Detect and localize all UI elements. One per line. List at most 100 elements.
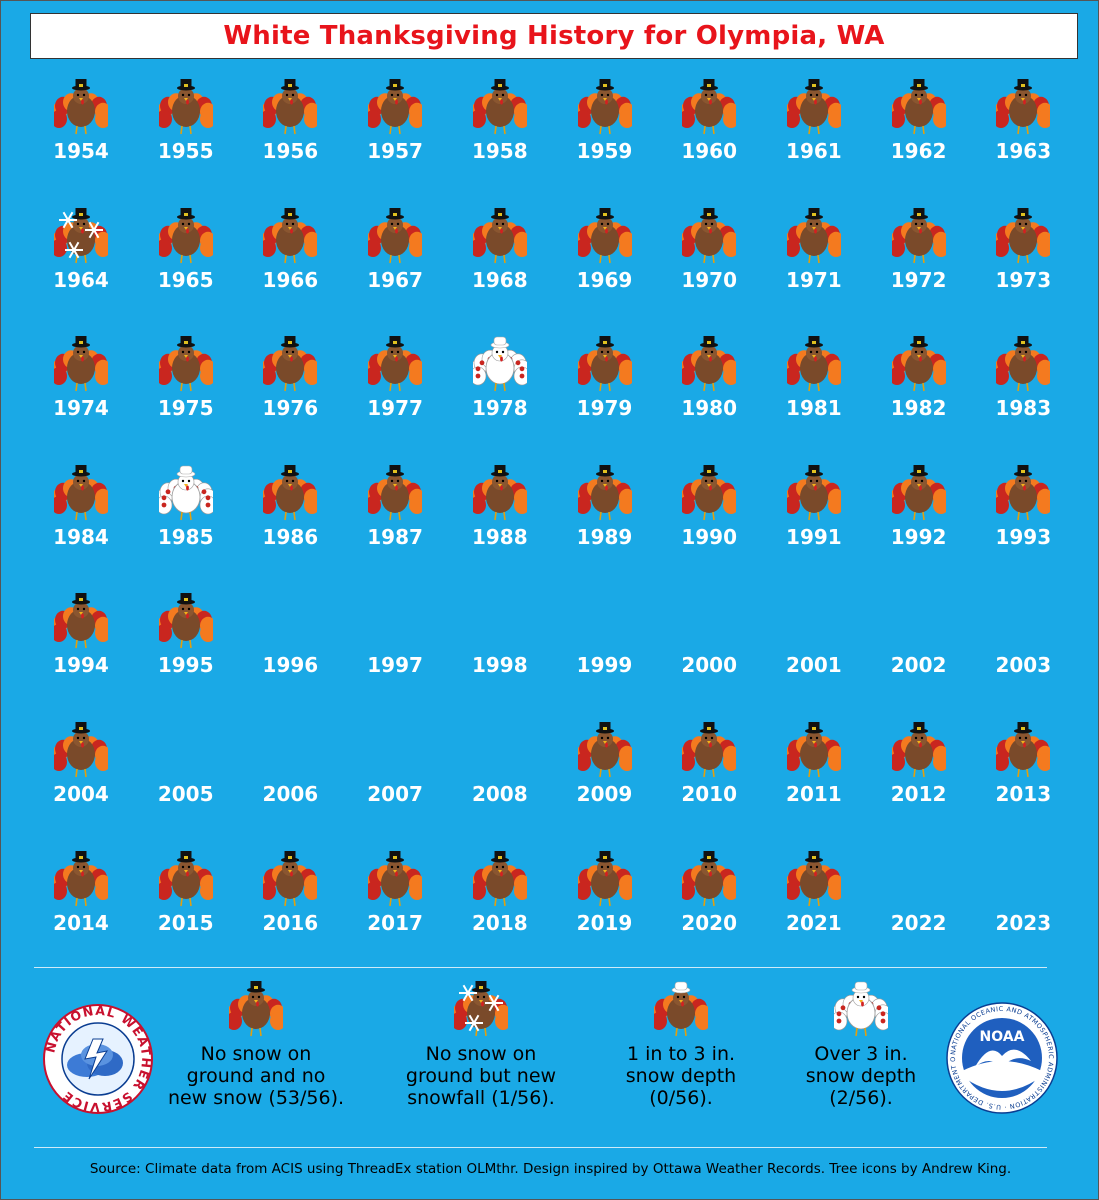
- year-cell: 2003: [971, 585, 1075, 713]
- noaa-logo: NOAA NATIONAL OCEANIC AND ATMOSPHERIC AD…: [945, 1001, 1058, 1114]
- turkey-icon: [54, 79, 108, 135]
- turkey-icon: [158, 593, 213, 649]
- year-label: 2005: [157, 782, 214, 806]
- year-cell: 2018: [448, 843, 552, 971]
- year-label: 1961: [786, 139, 842, 163]
- year-label: 2021: [786, 910, 842, 935]
- year-label: 1974: [53, 396, 109, 421]
- year-cell: 1970: [657, 200, 761, 328]
- year-cell: 1960: [657, 71, 761, 199]
- year-cell: 1966: [238, 200, 342, 328]
- year-cell: 2001: [762, 585, 866, 713]
- year-label: 2015: [157, 910, 214, 935]
- turkey-icon: [891, 464, 946, 520]
- year-label: 1978: [471, 396, 528, 421]
- legend-text-line: new snow (53/56).: [167, 1087, 345, 1109]
- divider-bottom: [34, 1147, 1047, 1148]
- year-cell: 1974: [29, 328, 133, 456]
- year-label: 1985: [157, 524, 214, 549]
- year-cell: 1983: [971, 328, 1075, 456]
- turkey-icon: [368, 464, 423, 520]
- turkey-icon: [54, 336, 108, 392]
- turkey-icon: [229, 981, 283, 1037]
- year-label: 1956: [262, 139, 319, 163]
- turkey-snow-covered-icon: [158, 465, 213, 520]
- year-label: 2018: [471, 910, 528, 935]
- turkey-icon: [891, 207, 946, 263]
- turkey-icon: [786, 336, 841, 392]
- year-cell: 1973: [971, 200, 1075, 328]
- turkey-icon: [682, 464, 737, 520]
- year-cell: 1998: [448, 585, 552, 713]
- turkey-icon: [54, 593, 108, 649]
- year-label: 1967: [367, 267, 423, 292]
- year-cell: 1978: [448, 328, 552, 456]
- year-label: 2013: [995, 782, 1052, 806]
- year-label: 2007: [367, 782, 423, 806]
- year-cell: 2004: [29, 714, 133, 842]
- year-label: 1957: [367, 139, 423, 163]
- turkey-icon: [891, 336, 946, 392]
- year-label: 1990: [681, 524, 738, 549]
- title-banner: White Thanksgiving History for Olympia, …: [30, 13, 1078, 59]
- year-cell: 1963: [971, 71, 1075, 199]
- year-label: 1979: [576, 396, 633, 421]
- turkey-icon: [786, 79, 841, 135]
- year-cell: 2007: [343, 714, 447, 842]
- year-cell: 1995: [134, 585, 238, 713]
- legend-text-line: ground and no: [186, 1065, 326, 1087]
- year-label: 1998: [471, 653, 528, 678]
- page-title: White Thanksgiving History for Olympia, …: [223, 21, 885, 51]
- turkey-icon: [996, 722, 1051, 778]
- turkey-icon: [368, 79, 423, 135]
- year-cell: 1975: [134, 328, 238, 456]
- year-label: 1983: [995, 396, 1052, 421]
- turkey-icon: [996, 207, 1051, 263]
- year-label: 1969: [576, 267, 633, 292]
- year-label: 1993: [995, 524, 1052, 549]
- year-label: 1989: [576, 524, 633, 549]
- year-cell: 1971: [762, 200, 866, 328]
- year-label: 2009: [576, 782, 633, 806]
- year-label: 2003: [995, 653, 1052, 678]
- year-cell: 1994: [29, 585, 133, 713]
- year-label: 2011: [786, 782, 842, 806]
- legend-text-line: No snow on: [200, 1043, 312, 1065]
- year-label: 1996: [262, 653, 319, 678]
- year-label: 1955: [157, 139, 214, 163]
- year-cell: 2014: [29, 843, 133, 971]
- year-cell: 1993: [971, 457, 1075, 585]
- year-cell: 2017: [343, 843, 447, 971]
- year-label: 1960: [681, 139, 738, 163]
- turkey-icon: [263, 850, 318, 906]
- year-cell: 1962: [867, 71, 971, 199]
- year-cell: 1967: [343, 200, 447, 328]
- year-label: 1975: [157, 396, 214, 421]
- year-cell: 1957: [343, 71, 447, 199]
- turkey-icon: [158, 79, 213, 135]
- turkey-icon: [577, 722, 632, 778]
- year-cell: 2013: [971, 714, 1075, 842]
- year-cell: 1992: [867, 457, 971, 585]
- noaa-wordmark: NOAA: [980, 1029, 1025, 1045]
- turkey-snow-covered-icon: [472, 336, 527, 392]
- year-cell: 1985: [134, 457, 238, 585]
- turkey-icon: [54, 464, 108, 520]
- turkey-icon: [263, 336, 318, 392]
- year-label: 1976: [262, 396, 319, 421]
- legend-text-line: 1 in to 3 in.: [626, 1043, 736, 1065]
- turkey-icon: [263, 79, 318, 135]
- year-label: 1973: [995, 267, 1052, 292]
- year-cell: 2000: [657, 585, 761, 713]
- year-label: 2001: [786, 653, 842, 678]
- turkey-icon: [263, 464, 318, 520]
- year-cell: 1979: [553, 328, 657, 456]
- year-cell: 2020: [657, 843, 761, 971]
- turkey-icon: [263, 207, 318, 263]
- year-label: 1992: [890, 524, 947, 549]
- turkey-icon: [786, 207, 841, 263]
- turkey-icon: [577, 207, 632, 263]
- year-cell: 1972: [867, 200, 971, 328]
- year-label: 1964: [53, 267, 109, 292]
- turkey-icon: [158, 850, 213, 906]
